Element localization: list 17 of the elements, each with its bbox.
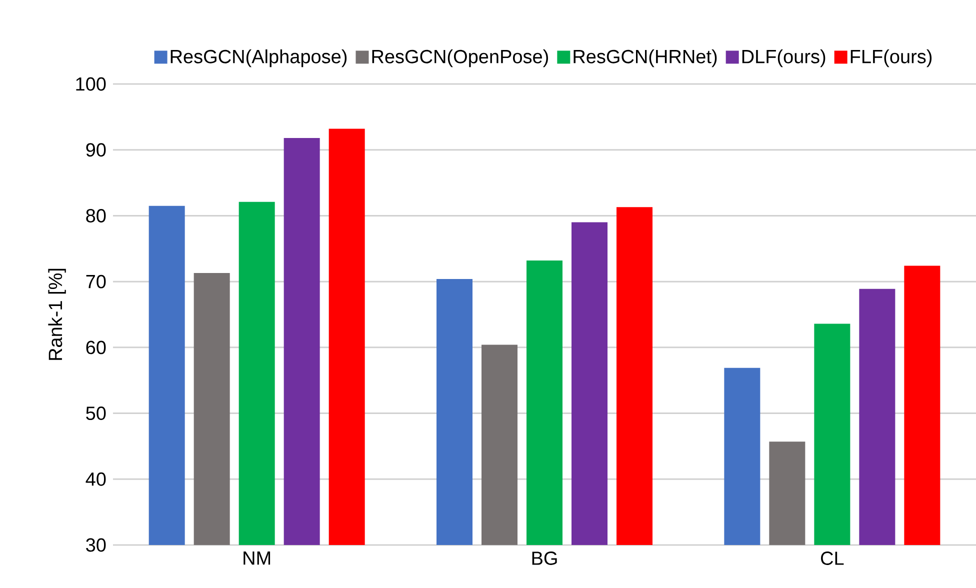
y-tick-label: 60 (86, 340, 106, 354)
y-tick-label: 90 (86, 143, 106, 157)
y-tick-label: 50 (86, 406, 106, 420)
legend-label: DLF(ours) (742, 49, 826, 68)
legend-label: ResGCN(HRNet) (574, 49, 717, 68)
y-tick-label: 30 (86, 538, 106, 552)
legend-label: FLF(ours) (850, 49, 932, 68)
y-axis-title: Rank-1 [%] (48, 268, 66, 360)
legend-label: ResGCN(OpenPose) (372, 49, 548, 68)
y-tick-label: 40 (86, 472, 106, 486)
y-tick-label: 70 (86, 274, 106, 288)
x-tick-label: NM (244, 552, 270, 565)
x-tick-label: CL (821, 552, 844, 565)
legend-label: ResGCN(Alphapose) (170, 49, 347, 68)
y-tick-label: 100 (76, 77, 106, 91)
y-tick-label: 80 (86, 208, 106, 222)
x-tick-label: BG (532, 552, 557, 565)
